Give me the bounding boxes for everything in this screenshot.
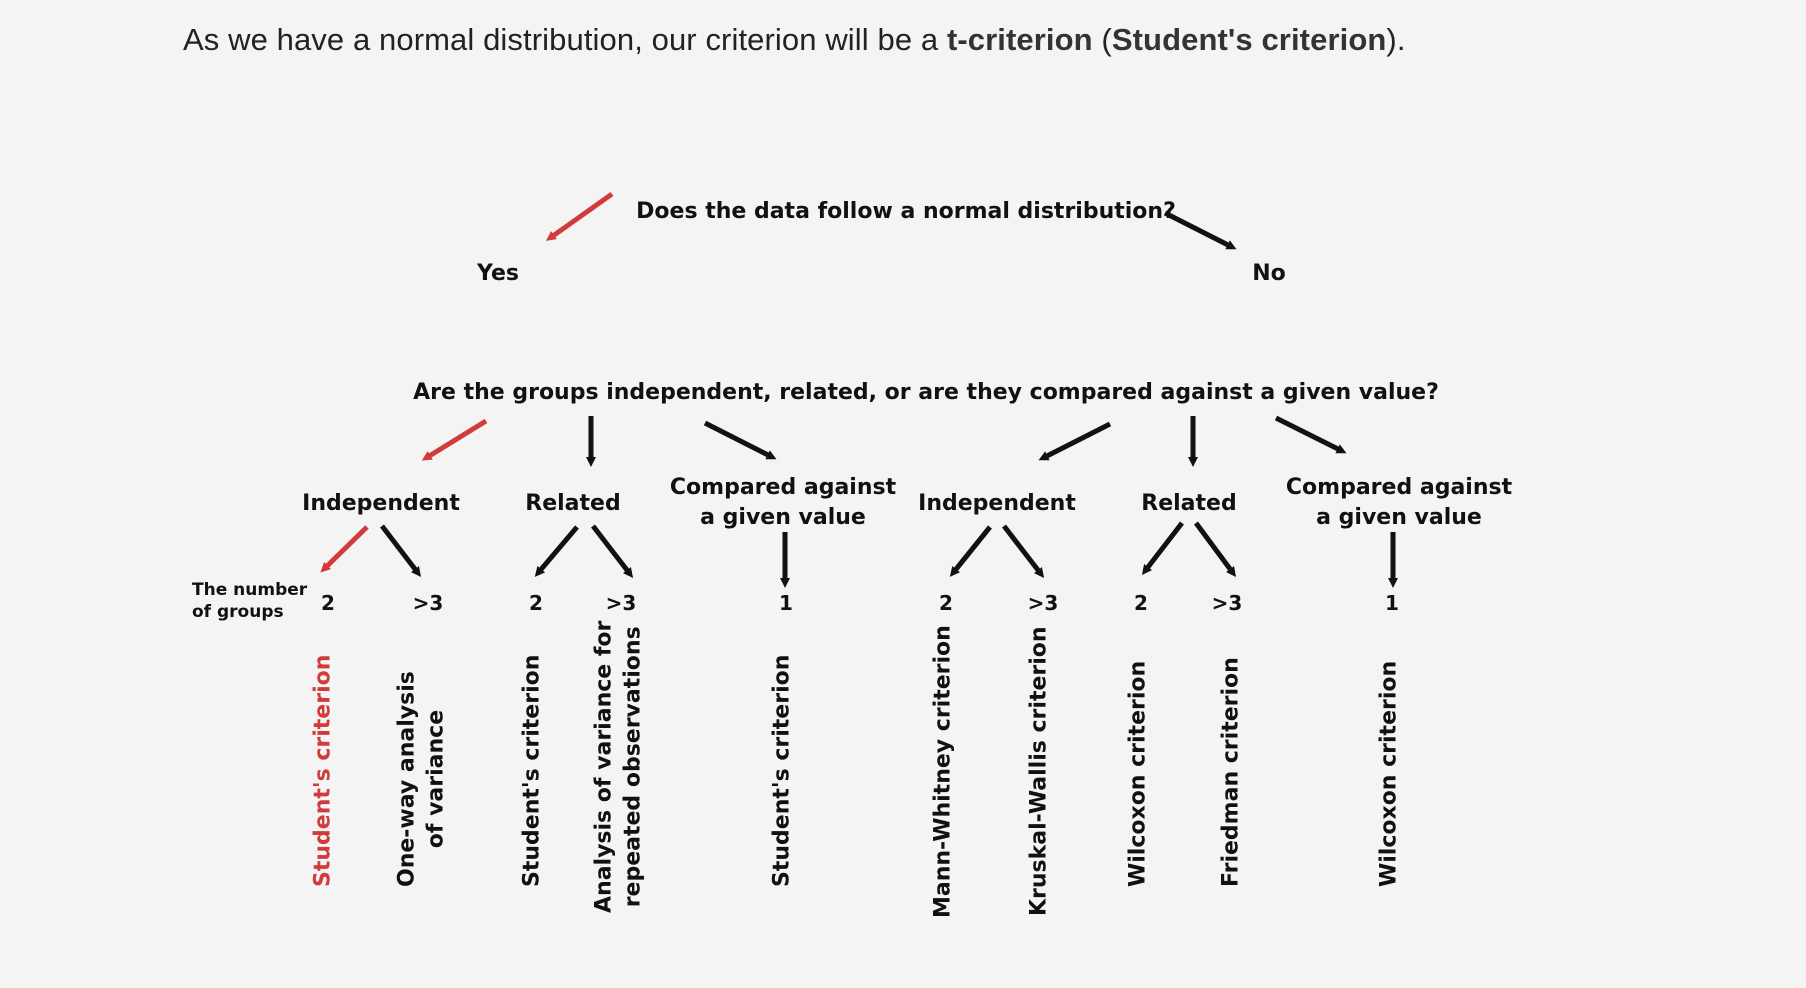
arrow-lr-2 [534, 525, 579, 577]
arrow-lr-3 [591, 524, 634, 578]
number-of-groups-line1: The number [192, 580, 308, 600]
branch-yes: Yes [477, 261, 519, 286]
result-6-line1: Mann-Whitney criterion [930, 625, 956, 918]
intro-sentence: As we have a normal distribution, our cr… [183, 22, 1406, 58]
result-8-line1: Wilcoxon criterion [1125, 660, 1151, 887]
node-left-compared-line1: Compared against [669, 475, 897, 500]
result-4-line2: repeated observations [620, 626, 645, 908]
arrow-yes [545, 191, 614, 241]
group-count-li-3: >3 [412, 591, 444, 615]
group-count-ri-2: 2 [939, 591, 953, 615]
node-left-compared-line2: a given value [700, 504, 866, 530]
node-left-compared: Compared against a given value [670, 473, 896, 532]
arrow-li-3 [380, 524, 422, 577]
node-left-related: Related [525, 491, 621, 516]
result-5-line1: Student's criterion [769, 654, 795, 887]
result-students-criterion-related: Student's criterion [519, 655, 548, 887]
number-of-groups-line2: of groups [192, 602, 284, 623]
result-students-criterion-given-value: Student's criterion [769, 655, 798, 887]
group-count-rr-2: 2 [1134, 591, 1148, 615]
result-1-line1: Student's criterion [310, 654, 336, 887]
arrow-left-independent [421, 418, 488, 461]
intro-text-1: As we have a normal distribution, our cr… [183, 22, 947, 57]
result-repeated-anova: Analysis of variance for repeated observa… [590, 621, 647, 913]
result-friedman: Friedman criterion [1218, 657, 1247, 887]
group-count-lr-2: 2 [529, 591, 543, 615]
arrow-rr-2 [1141, 521, 1184, 575]
node-right-compared: Compared against a given value [1286, 473, 1512, 532]
number-of-groups-label: The number of groups [192, 579, 307, 623]
result-2-line2: of variance [423, 709, 448, 849]
intro-bold-t-criterion: t-criterion [946, 22, 1093, 57]
group-count-li-2: 2 [321, 591, 335, 615]
arrow-li-2 [320, 525, 369, 573]
arrow-right-independent [1038, 421, 1112, 461]
group-count-rc-1: 1 [1385, 591, 1399, 615]
arrow-right-compared [1274, 415, 1347, 454]
arrow-rr-3 [1193, 521, 1236, 578]
arrow-ri-3 [1002, 524, 1045, 578]
result-9-line1: Friedman criterion [1218, 657, 1244, 887]
result-wilcoxon-related: Wilcoxon criterion [1125, 661, 1154, 887]
arrow-ri-2 [949, 525, 992, 577]
question-normal-distribution: Does the data follow a normal distributi… [636, 199, 1176, 224]
result-4-line1: Analysis of variance for [591, 620, 617, 913]
result-10-line1: Wilcoxon criterion [1376, 660, 1402, 887]
node-right-related: Related [1141, 491, 1237, 516]
node-left-independent: Independent [302, 491, 460, 516]
result-one-way-anova: One-way analysis of variance [393, 671, 450, 887]
result-mann-whitney: Mann-Whitney criterion [930, 625, 959, 918]
group-count-ri-3: >3 [1027, 591, 1059, 615]
node-right-independent: Independent [918, 491, 1076, 516]
group-count-lr-3: >3 [605, 591, 637, 615]
group-count-lc-1: 1 [779, 591, 793, 615]
result-7-line1: Kruskal-Wallis criterion [1026, 626, 1052, 916]
intro-bold-students-criterion: Student's criterion [1111, 22, 1387, 57]
intro-text-3: ). [1386, 22, 1406, 57]
result-wilcoxon-given-value: Wilcoxon criterion [1376, 661, 1405, 887]
result-kruskal-wallis: Kruskal-Wallis criterion [1026, 626, 1055, 916]
branch-no: No [1252, 261, 1286, 286]
arrow-left-compared [703, 420, 777, 460]
arrow-no [1163, 210, 1237, 250]
node-right-compared-line1: Compared against [1285, 475, 1513, 500]
group-count-rr-3: >3 [1211, 591, 1243, 615]
intro-text-2: ( [1092, 22, 1112, 57]
result-students-criterion-selected: Student's criterion [310, 655, 339, 887]
result-2-line1: One-way analysis [394, 671, 420, 887]
question-groups: Are the groups independent, related, or … [413, 380, 1439, 405]
node-right-compared-line2: a given value [1316, 504, 1482, 530]
result-3-line1: Student's criterion [519, 654, 545, 887]
